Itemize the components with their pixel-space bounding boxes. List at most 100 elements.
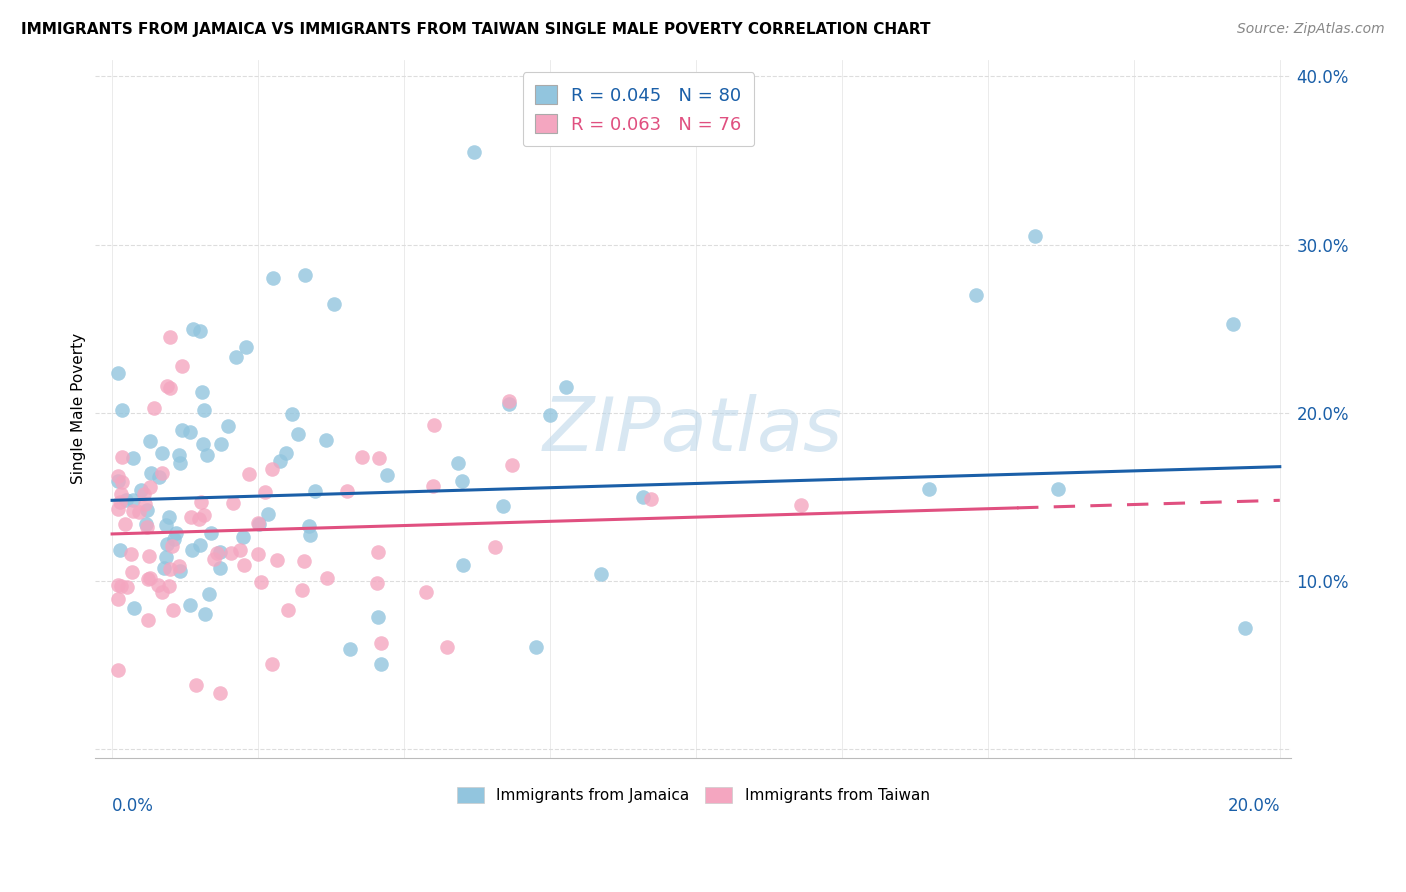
Point <box>274 446 297 460</box>
Point <box>350 450 373 465</box>
Point <box>263 271 285 285</box>
Point <box>790 499 813 513</box>
Point <box>111 450 134 464</box>
Point <box>232 558 254 572</box>
Point <box>247 516 270 531</box>
Point <box>107 502 129 516</box>
Point <box>247 547 270 561</box>
Point <box>436 640 458 655</box>
Point <box>292 554 315 568</box>
Point <box>262 657 284 672</box>
Point <box>294 268 316 282</box>
Point <box>160 539 183 553</box>
Point <box>195 448 218 462</box>
Point <box>128 505 150 519</box>
Point <box>555 380 578 394</box>
Point <box>169 564 191 578</box>
Point <box>122 600 145 615</box>
Text: 20.0%: 20.0% <box>1227 797 1279 814</box>
Point <box>1046 482 1069 496</box>
Point <box>253 484 276 499</box>
Point <box>159 561 181 575</box>
Point <box>107 592 129 607</box>
Point <box>209 686 232 700</box>
Point <box>217 419 239 434</box>
Point <box>111 403 134 417</box>
Point <box>451 474 474 488</box>
Point <box>179 425 201 439</box>
Point <box>162 532 184 546</box>
Point <box>422 479 444 493</box>
Point <box>136 519 159 533</box>
Point <box>640 492 662 507</box>
Point <box>157 509 180 524</box>
Point <box>232 530 254 544</box>
Point <box>136 572 159 586</box>
Point <box>136 614 159 628</box>
Point <box>257 507 280 521</box>
Point <box>1222 317 1244 331</box>
Point <box>181 543 204 558</box>
Point <box>184 678 207 692</box>
Point <box>139 480 162 494</box>
Point <box>150 446 173 460</box>
Point <box>1233 621 1256 635</box>
Point <box>633 490 655 504</box>
Point <box>367 545 389 559</box>
Point <box>136 503 159 517</box>
Point <box>114 517 136 532</box>
Point <box>965 288 987 302</box>
Point <box>492 499 515 513</box>
Point <box>194 607 217 621</box>
Point <box>423 418 446 433</box>
Point <box>138 571 160 585</box>
Point <box>122 503 145 517</box>
Point <box>219 546 242 560</box>
Point <box>159 381 181 395</box>
Point <box>115 493 138 508</box>
Point <box>110 487 132 501</box>
Point <box>323 296 346 310</box>
Text: Source: ZipAtlas.com: Source: ZipAtlas.com <box>1237 22 1385 37</box>
Point <box>339 641 361 656</box>
Point <box>222 496 245 510</box>
Point <box>225 350 247 364</box>
Point <box>291 582 314 597</box>
Point <box>918 482 941 496</box>
Point <box>141 466 163 480</box>
Point <box>202 551 225 566</box>
Point <box>107 469 129 483</box>
Point <box>368 450 391 465</box>
Point <box>260 462 283 476</box>
Point <box>198 586 221 600</box>
Point <box>188 324 211 338</box>
Point <box>107 367 129 381</box>
Point <box>156 537 179 551</box>
Point <box>304 483 326 498</box>
Text: ZIPatlas: ZIPatlas <box>543 393 844 466</box>
Point <box>298 528 321 542</box>
Point <box>188 538 211 552</box>
Point <box>209 437 232 451</box>
Point <box>108 494 131 508</box>
Point <box>122 492 145 507</box>
Point <box>498 397 520 411</box>
Y-axis label: Single Male Poverty: Single Male Poverty <box>72 333 86 484</box>
Point <box>484 541 506 555</box>
Point <box>159 330 181 344</box>
Point <box>156 379 179 393</box>
Point <box>107 663 129 677</box>
Point <box>591 567 613 582</box>
Point <box>498 394 520 409</box>
Point <box>187 512 209 526</box>
Point <box>129 483 152 498</box>
Point <box>1024 229 1046 244</box>
Point <box>193 508 215 522</box>
Point <box>250 574 273 589</box>
Point <box>150 585 173 599</box>
Point <box>524 640 547 654</box>
Point <box>193 402 215 417</box>
Point <box>247 516 270 531</box>
Point <box>139 434 162 449</box>
Point <box>157 579 180 593</box>
